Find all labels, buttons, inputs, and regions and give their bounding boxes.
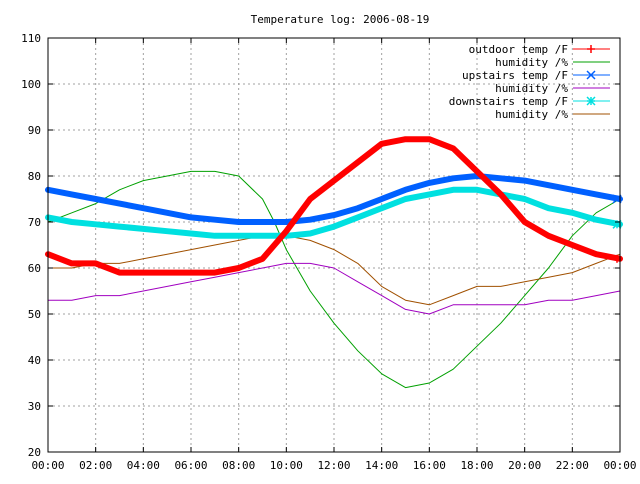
x-tick-label: 16:00 [413,459,446,472]
legend-marker [586,70,596,80]
series-line-2 [47,170,621,389]
series-line-3 [45,173,623,225]
y-tick-label: 70 [28,216,41,229]
legend-marker [586,96,596,106]
x-tick-label: 02:00 [79,459,112,472]
grid [48,38,620,452]
y-tick-label: 90 [28,124,41,137]
series-line-6 [47,235,621,306]
series-group [45,136,623,389]
legend-marker [587,45,595,53]
x-tick-label: 08:00 [222,459,255,472]
y-tick-label: 40 [28,354,41,367]
x-tick-label: 12:00 [317,459,350,472]
series-line-4 [47,262,621,315]
legend-label: upstairs temp /F [462,69,568,82]
y-tick-label: 80 [28,170,41,183]
y-tick-label: 100 [21,78,41,91]
x-tick-label: 18:00 [460,459,493,472]
x-tick-label: 14:00 [365,459,398,472]
legend-label: outdoor temp /F [469,43,568,56]
y-tick-label: 20 [28,446,41,459]
legend-label: humidity /% [495,82,568,95]
series-line-1 [45,136,623,276]
y-tick-label: 30 [28,400,41,413]
series-line-5 [45,186,623,239]
x-tick-label: 00:00 [31,459,64,472]
chart-title: Temperature log: 2006-08-19 [251,13,430,26]
x-tick-label: 22:00 [556,459,589,472]
axis-ticks: 20 30 40 50 60 70 80 90 100 110 00:00 02:00 04:00 06:… [21,32,636,472]
y-tick-label: 60 [28,262,41,275]
legend-label: downstairs temp /F [449,95,568,108]
x-tick-label: 00:00 [603,459,636,472]
legend-label: humidity /% [495,108,568,121]
x-tick-label: 20:00 [508,459,541,472]
x-tick-label: 06:00 [174,459,207,472]
legend-label: humidity /% [495,56,568,69]
y-tick-label: 110 [21,32,41,45]
x-tick-label: 10:00 [270,459,303,472]
y-tick-label: 50 [28,308,41,321]
x-tick-label: 04:00 [127,459,160,472]
